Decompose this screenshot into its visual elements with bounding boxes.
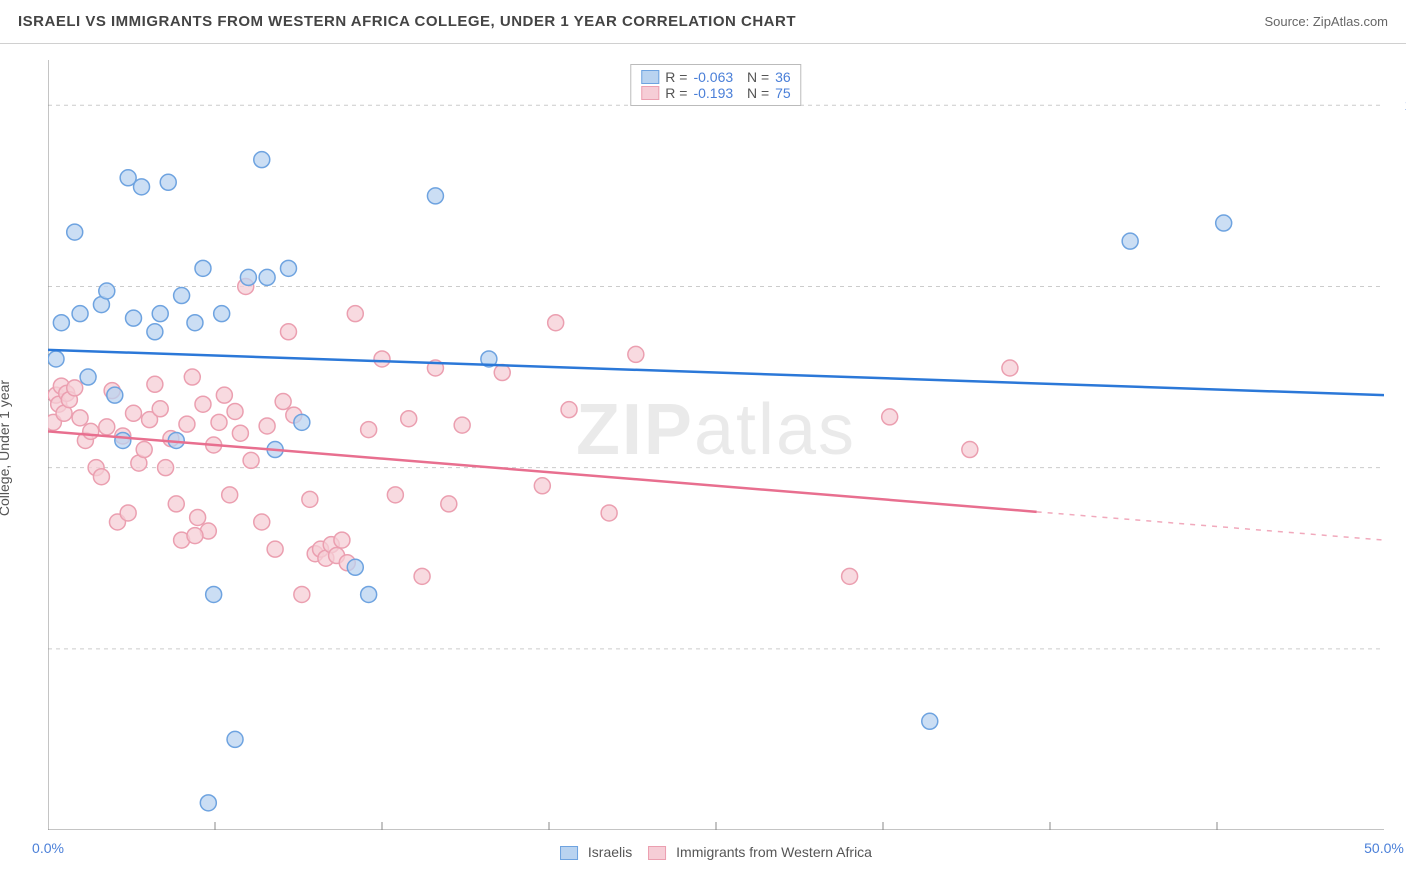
- legend-swatch-icon: [648, 846, 666, 860]
- legend-label: Israelis: [588, 844, 632, 860]
- legend-stats-row: R = -0.193 N = 75: [641, 85, 790, 101]
- legend-n-value: 36: [775, 69, 791, 85]
- y-axis-label: College, Under 1 year: [0, 380, 12, 516]
- legend-stats-row: R = -0.063 N = 36: [641, 69, 790, 85]
- x-tick-label: 50.0%: [1364, 840, 1404, 856]
- legend-label: Immigrants from Western Africa: [676, 844, 872, 860]
- legend-series: Israelis Immigrants from Western Africa: [560, 844, 872, 860]
- scatter-plot: [48, 60, 1384, 830]
- source-label: Source: ZipAtlas.com: [1264, 14, 1388, 29]
- legend-r-label: R =: [665, 85, 687, 101]
- chart-title: ISRAELI VS IMMIGRANTS FROM WESTERN AFRIC…: [18, 13, 796, 30]
- header: ISRAELI VS IMMIGRANTS FROM WESTERN AFRIC…: [0, 0, 1406, 44]
- chart-area: ZIPatlas R = -0.063 N = 36 R = -0.193 N …: [48, 60, 1384, 830]
- legend-item: Immigrants from Western Africa: [648, 844, 872, 860]
- x-tick-label: 0.0%: [32, 840, 64, 856]
- legend-n-label: N =: [739, 69, 769, 85]
- legend-r-value: -0.063: [693, 69, 733, 85]
- legend-stats: R = -0.063 N = 36 R = -0.193 N = 75: [630, 64, 801, 106]
- legend-item: Israelis: [560, 844, 632, 860]
- legend-n-value: 75: [775, 85, 791, 101]
- legend-swatch-icon: [641, 86, 659, 100]
- legend-r-value: -0.193: [693, 85, 733, 101]
- legend-n-label: N =: [739, 85, 769, 101]
- legend-swatch-icon: [560, 846, 578, 860]
- legend-r-label: R =: [665, 69, 687, 85]
- legend-swatch-icon: [641, 70, 659, 84]
